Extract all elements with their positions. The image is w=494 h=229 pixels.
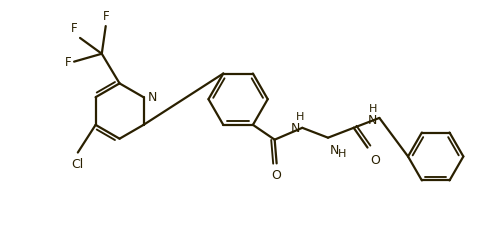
Text: H: H: [296, 112, 304, 121]
Text: Cl: Cl: [72, 158, 84, 171]
Text: N: N: [368, 114, 377, 127]
Text: N: N: [291, 122, 300, 135]
Text: N: N: [330, 143, 339, 156]
Text: F: F: [102, 10, 109, 23]
Text: H: H: [369, 104, 377, 114]
Text: O: O: [370, 153, 380, 166]
Text: O: O: [272, 169, 282, 182]
Text: N: N: [148, 90, 157, 103]
Text: F: F: [71, 22, 77, 35]
Text: H: H: [338, 148, 346, 158]
Text: F: F: [65, 56, 71, 69]
